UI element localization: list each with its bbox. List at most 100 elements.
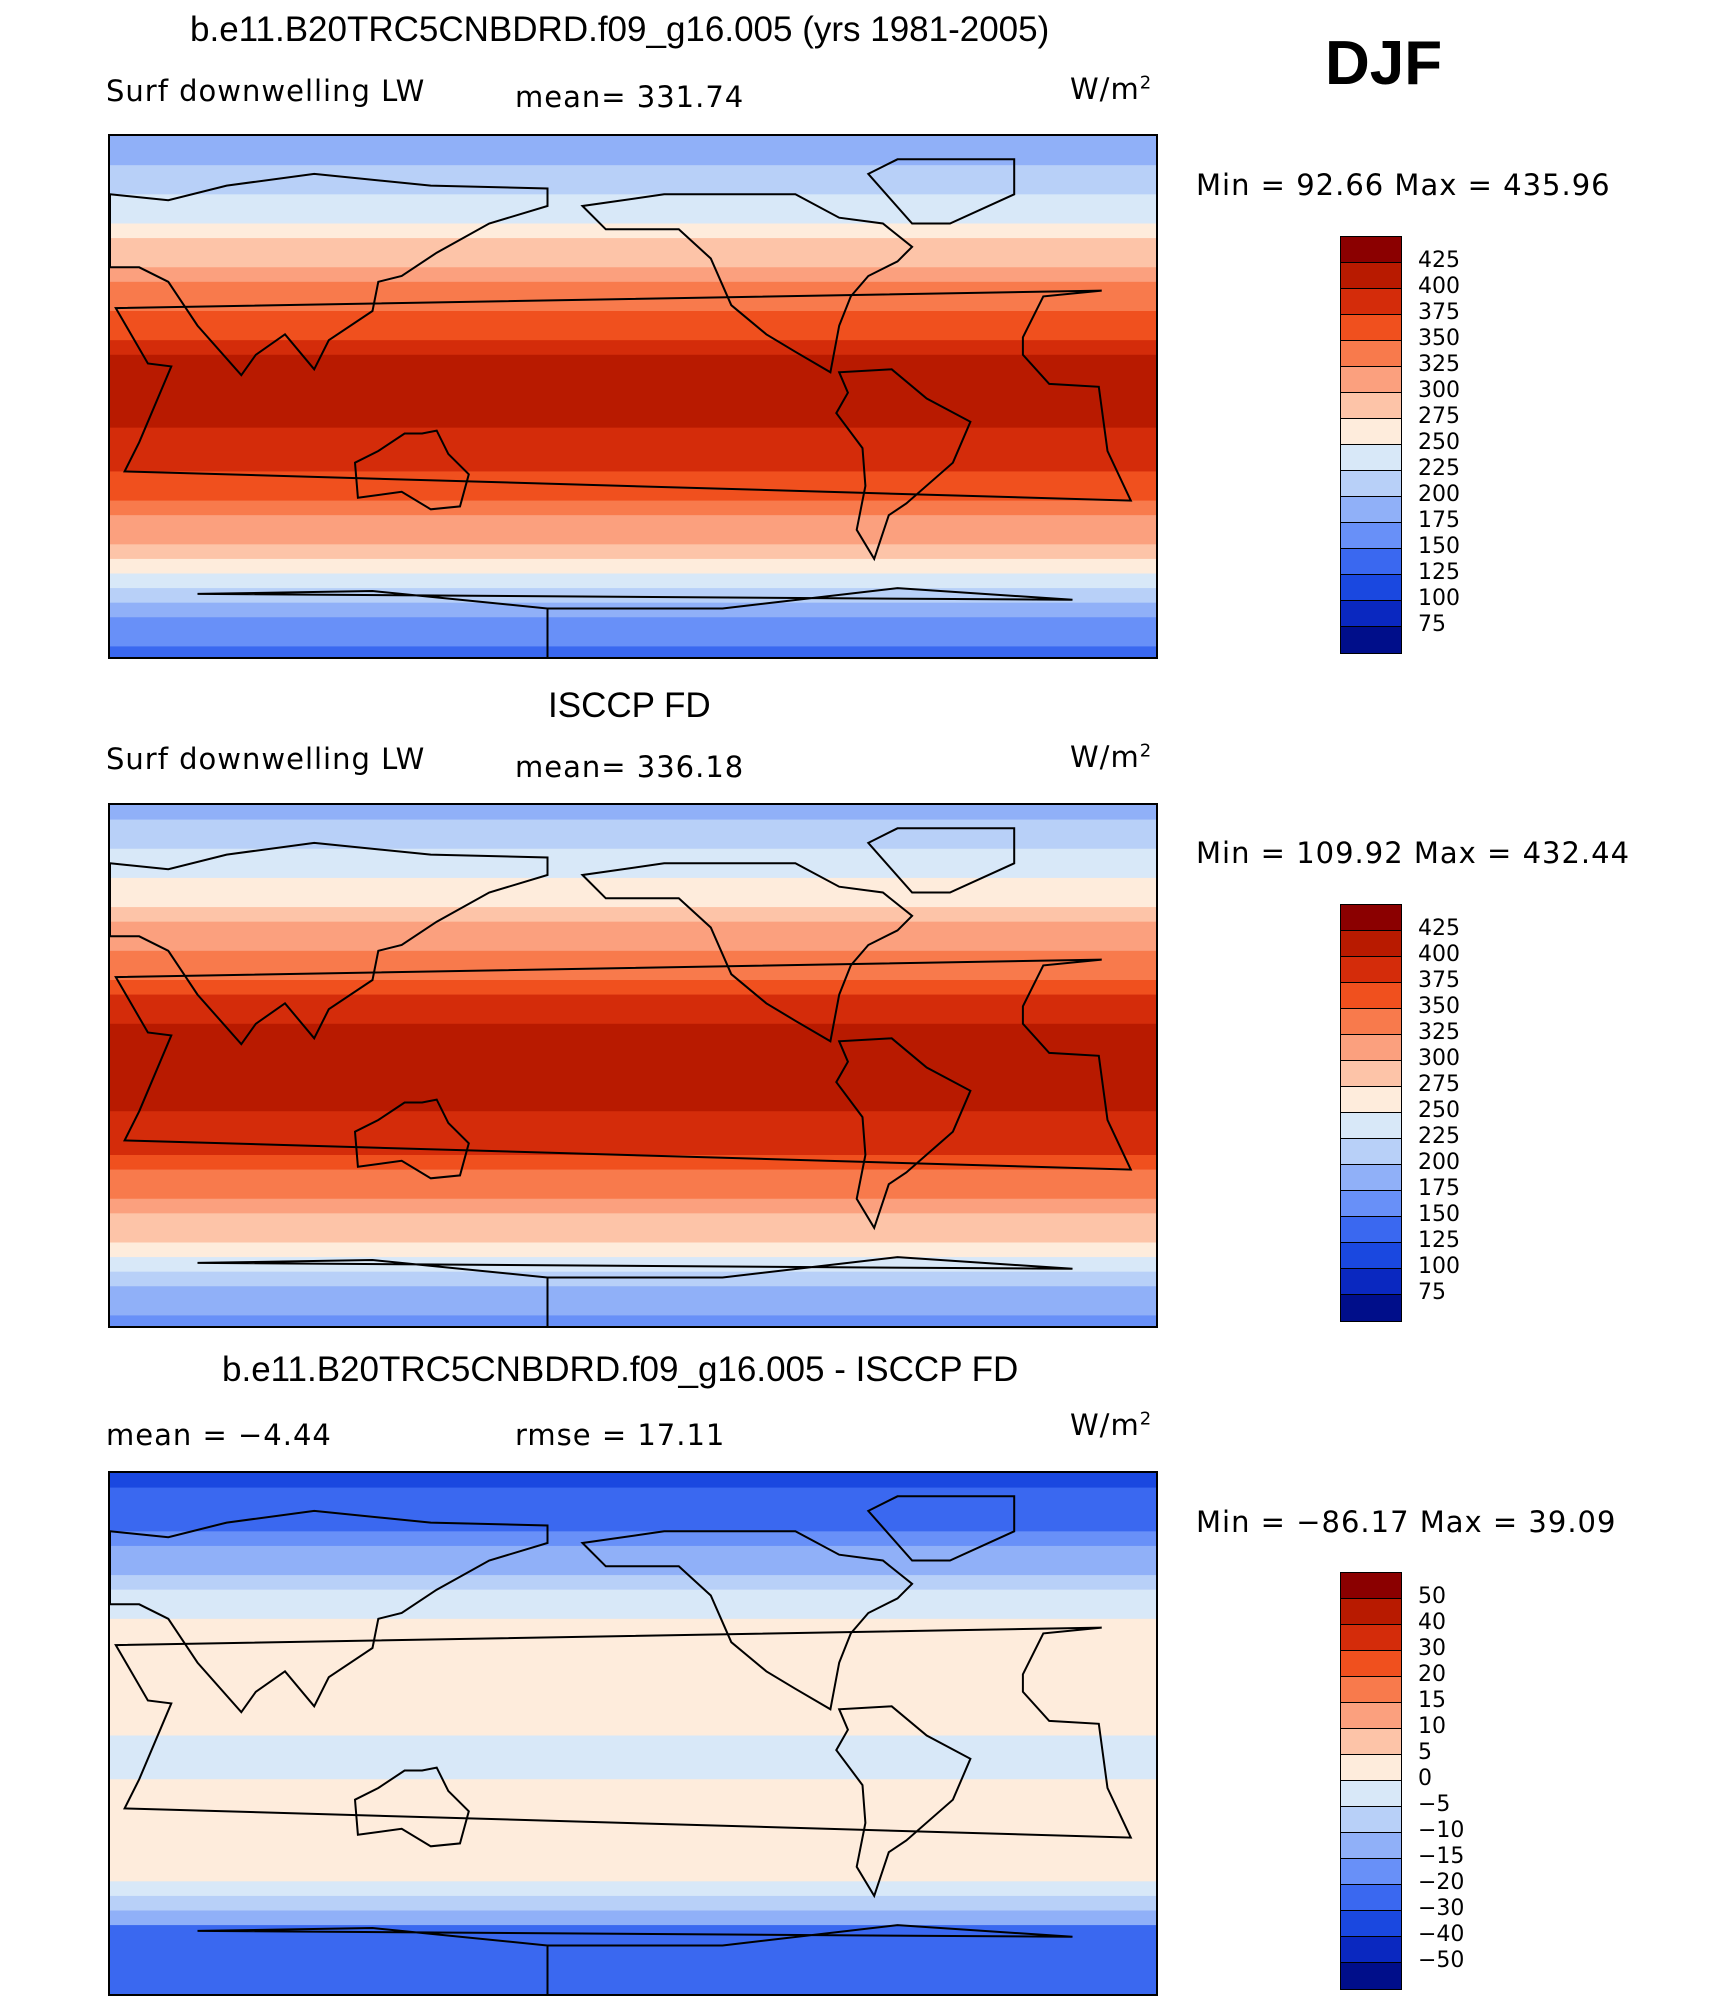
coastline-outline: [866, 1495, 1016, 1562]
colorbar-swatch: [1341, 931, 1401, 957]
map-value-band: [110, 936, 1156, 952]
map-value-band: [110, 819, 1156, 836]
map-value-band: [110, 383, 1156, 400]
colorbar-swatch: [1341, 1295, 1401, 1321]
map-value-band: [110, 1242, 1156, 1259]
map-value-band: [110, 1895, 1156, 1912]
map-value-band: [110, 558, 1156, 575]
map-value-band: [110, 1575, 1156, 1591]
colorbar-tick-label: 300: [1418, 378, 1460, 403]
map-value-band: [110, 1720, 1156, 1737]
coastline-outline: [197, 587, 1073, 657]
colorbar-swatch: [1341, 445, 1401, 471]
map-value-band: [110, 296, 1156, 312]
colorbar-swatch: [1341, 367, 1401, 393]
map-value-band: [110, 150, 1156, 167]
map-value-band: [110, 223, 1156, 240]
colorbar-tick-label: 225: [1418, 456, 1460, 481]
map-value-band: [110, 980, 1156, 996]
colorbar-swatch: [1341, 1885, 1401, 1911]
colorbar-swatch: [1341, 575, 1401, 601]
map-value-band: [110, 1184, 1156, 1200]
map-value-band: [110, 1198, 1156, 1215]
map-value-band: [110, 965, 1156, 981]
map-value-band: [110, 311, 1156, 327]
map-value-band: [110, 369, 1156, 385]
panel-1-map-svg: [110, 136, 1156, 657]
map-value-band: [110, 1560, 1156, 1577]
map-value-band: [110, 892, 1156, 909]
map-value-band: [110, 500, 1156, 517]
colorbar-swatch: [1341, 1009, 1401, 1035]
colorbar-tick-label: 300: [1418, 1046, 1460, 1071]
colorbar-swatch: [1341, 1113, 1401, 1139]
colorbar-tick-label: 30: [1418, 1636, 1446, 1661]
coastline-outline: [580, 862, 914, 1043]
map-value-band: [110, 1764, 1156, 1781]
map-value-band: [110, 1837, 1156, 1854]
map-value-band: [110, 1082, 1156, 1098]
coastline-outline: [835, 1037, 972, 1231]
panel-3-map-svg: [110, 1473, 1156, 1994]
colorbar-swatch: [1341, 1807, 1401, 1833]
colorbar-swatch: [1341, 1859, 1401, 1885]
colorbar-tick-label: 100: [1418, 1254, 1460, 1279]
map-value-band: [110, 863, 1156, 879]
colorbar-tick-label: 350: [1418, 326, 1460, 351]
colorbar-tick-label: 200: [1418, 482, 1460, 507]
map-value-band: [110, 877, 1156, 894]
map-value-band: [110, 515, 1156, 531]
panel-1-map: [108, 134, 1158, 659]
map-value-band: [110, 194, 1156, 210]
coastline-outline: [835, 368, 972, 562]
panel-2-unit-label: W/m2: [1070, 740, 1153, 774]
map-value-band: [110, 1155, 1156, 1171]
colorbar-swatch: [1341, 263, 1401, 289]
map-value-band: [110, 442, 1156, 458]
colorbar-swatch: [1341, 1755, 1401, 1781]
map-value-band: [110, 1227, 1156, 1244]
panel-2-title: ISCCP FD: [548, 686, 711, 725]
coastline-outline: [114, 1626, 1133, 1839]
colorbar-swatch: [1341, 601, 1401, 627]
colorbar-swatch: [1341, 1729, 1401, 1755]
colorbar-tick-label: 425: [1418, 248, 1460, 273]
map-value-band: [110, 646, 1156, 657]
colorbar-swatch: [1341, 1269, 1401, 1295]
colorbar-swatch: [1341, 471, 1401, 497]
map-value-band: [110, 921, 1156, 938]
colorbar-tick-label: 375: [1418, 300, 1460, 325]
map-value-band: [110, 1545, 1156, 1562]
colorbar-tick-label: 125: [1418, 560, 1460, 585]
colorbar-tick-label: 400: [1418, 274, 1460, 299]
panel-2-variable-label: Surf downwelling LW: [106, 742, 426, 776]
colorbar-tick-label: 75: [1418, 612, 1446, 637]
map-value-band: [110, 1691, 1156, 1708]
colorbar-tick-label: 400: [1418, 942, 1460, 967]
map-value-band: [110, 950, 1156, 967]
panel-1-colorbar: [1340, 236, 1402, 654]
colorbar-swatch: [1341, 1217, 1401, 1243]
map-value-band: [110, 1677, 1156, 1693]
colorbar-tick-label: −50: [1418, 1948, 1465, 1973]
colorbar-tick-label: 50: [1418, 1584, 1446, 1609]
map-value-band: [110, 1852, 1156, 1868]
colorbar-swatch: [1341, 1937, 1401, 1963]
colorbar-swatch: [1341, 341, 1401, 367]
colorbar-tick-label: 150: [1418, 534, 1460, 559]
colorbar-tick-label: −15: [1418, 1844, 1465, 1869]
map-value-band: [110, 1648, 1156, 1664]
panel-3-rmse-label: rmse = 17.11: [515, 1418, 726, 1452]
colorbar-swatch: [1341, 627, 1401, 653]
map-value-band: [110, 208, 1156, 225]
map-value-band: [110, 848, 1156, 865]
map-value-band: [110, 179, 1156, 196]
map-value-band: [110, 544, 1156, 560]
map-value-band: [110, 602, 1156, 619]
colorbar-swatch: [1341, 1651, 1401, 1677]
map-value-band: [110, 281, 1156, 298]
map-value-band: [110, 1052, 1156, 1069]
panel-1-unit-label: W/m2: [1070, 72, 1153, 106]
colorbar-tick-label: 175: [1418, 1176, 1460, 1201]
map-value-band: [110, 136, 1156, 152]
